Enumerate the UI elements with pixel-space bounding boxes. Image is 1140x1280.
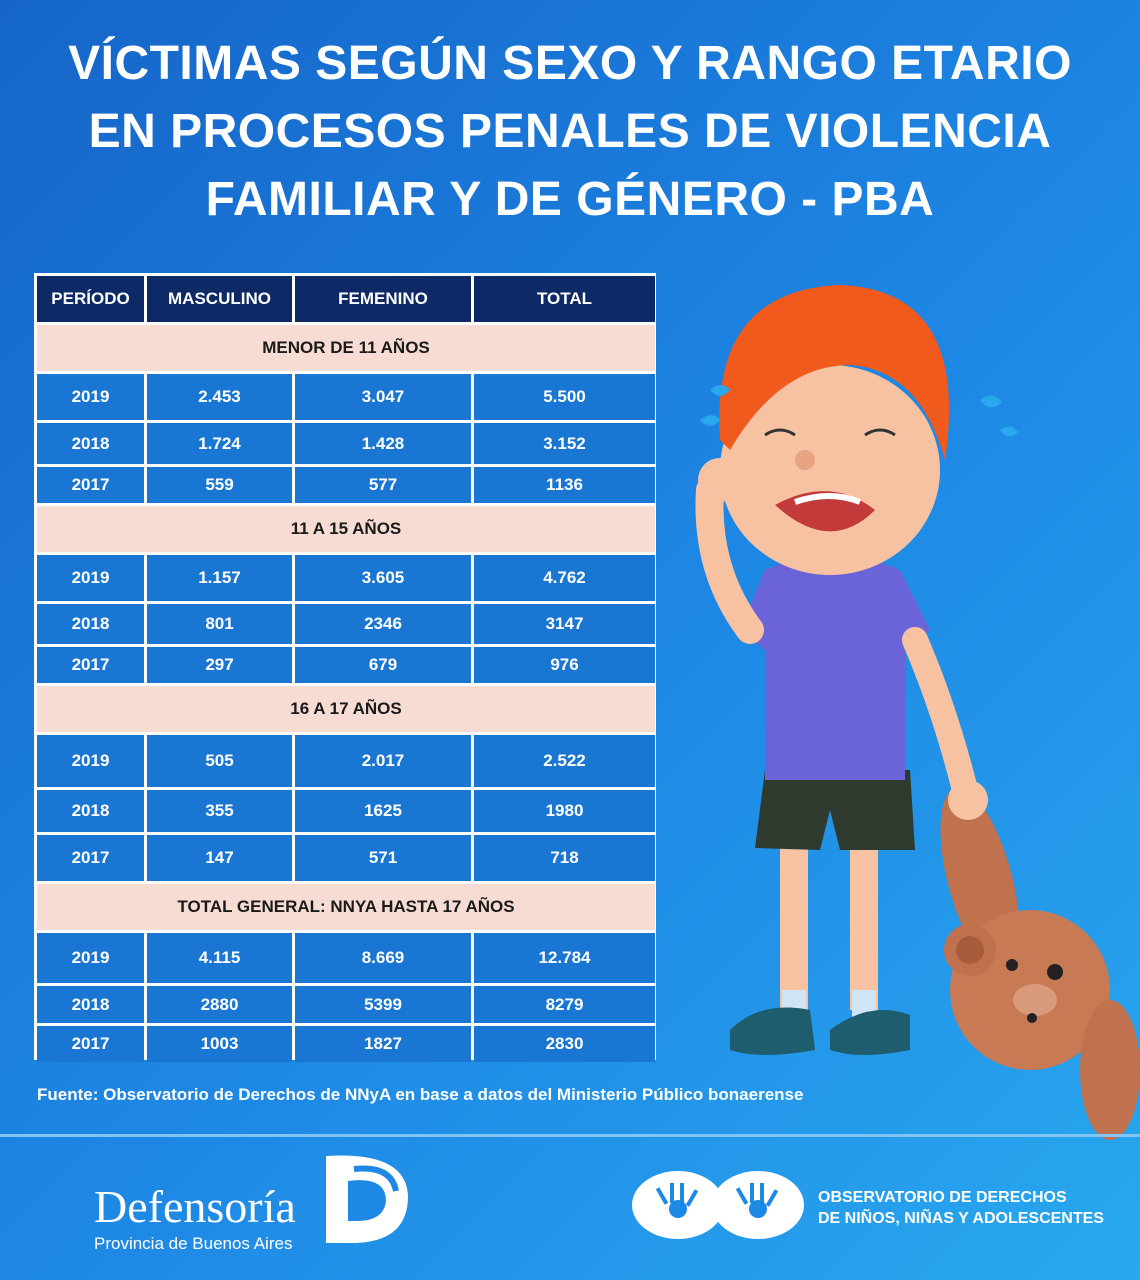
victims-table: PERÍODO MASCULINO FEMENINO TOTAL MENOR D… xyxy=(34,273,658,1065)
cell-periodo: 2018 xyxy=(37,790,144,832)
cell-periodo: 2018 xyxy=(37,423,144,464)
cell-femenino: 679 xyxy=(295,647,471,683)
cell-total: 976 xyxy=(474,647,655,683)
table-row: 2019 505 2.017 2.522 xyxy=(37,735,655,787)
cell-masculino: 2880 xyxy=(147,986,292,1023)
cell-total: 4.762 xyxy=(474,555,655,601)
section-label: MENOR DE 11 AÑOS xyxy=(37,325,655,371)
cell-periodo: 2018 xyxy=(37,986,144,1023)
cell-femenino: 8.669 xyxy=(295,933,471,983)
cell-femenino: 3.605 xyxy=(295,555,471,601)
header-total: TOTAL xyxy=(474,276,655,322)
cell-periodo: 2017 xyxy=(37,835,144,881)
cell-total: 12.784 xyxy=(474,933,655,983)
defensoria-logo-name: Defensoría xyxy=(94,1181,296,1232)
cell-femenino: 1827 xyxy=(295,1026,471,1062)
title-line-2: EN PROCESOS PENALES DE VIOLENCIA xyxy=(88,105,1052,158)
header-femenino: FEMENINO xyxy=(295,276,471,322)
observatorio-line-1: OBSERVATORIO DE DERECHOS xyxy=(818,1189,1067,1206)
cell-periodo: 2019 xyxy=(37,933,144,983)
table-row: 2019 4.115 8.669 12.784 xyxy=(37,933,655,983)
table-body: MENOR DE 11 AÑOS 2019 2.453 3.047 5.500 2018 1… xyxy=(37,325,655,1062)
table-header-row: PERÍODO MASCULINO FEMENINO TOTAL xyxy=(37,276,655,322)
cell-periodo: 2017 xyxy=(37,1026,144,1062)
table-row: 2018 355 1625 1980 xyxy=(37,790,655,832)
cell-masculino: 297 xyxy=(147,647,292,683)
observatorio-logo-icon xyxy=(632,1171,804,1239)
table-row: 2018 1.724 1.428 3.152 xyxy=(37,423,655,464)
header-periodo: PERÍODO xyxy=(37,276,144,322)
cell-masculino: 559 xyxy=(147,467,292,503)
cell-total: 5.500 xyxy=(474,374,655,420)
crying-child-illustration xyxy=(695,285,1140,1140)
cell-masculino: 1.157 xyxy=(147,555,292,601)
defensoria-logo-subtitle: Provincia de Buenos Aires xyxy=(94,1234,293,1253)
table-row: 2018 801 2346 3147 xyxy=(37,604,655,644)
header-masculino: MASCULINO xyxy=(147,276,292,322)
cell-total: 2830 xyxy=(474,1026,655,1062)
cell-femenino: 1.428 xyxy=(295,423,471,464)
teddy-bear-icon xyxy=(940,787,1140,1140)
cell-periodo: 2019 xyxy=(37,555,144,601)
cell-masculino: 2.453 xyxy=(147,374,292,420)
table-row: 2017 559 577 1136 xyxy=(37,467,655,503)
table-row: 2017 1003 1827 2830 xyxy=(37,1026,655,1062)
footer: Defensoría Provincia de Buenos Aires OBS… xyxy=(0,1137,1140,1280)
cell-femenino: 571 xyxy=(295,835,471,881)
cell-periodo: 2018 xyxy=(37,604,144,644)
section-label: 16 A 17 AÑOS xyxy=(37,686,655,732)
cell-total: 718 xyxy=(474,835,655,881)
cell-masculino: 801 xyxy=(147,604,292,644)
section-label: TOTAL GENERAL: NNYA HASTA 17 AÑOS xyxy=(37,884,655,930)
cell-femenino: 1625 xyxy=(295,790,471,832)
cell-periodo: 2017 xyxy=(37,467,144,503)
table-row: 2017 297 679 976 xyxy=(37,647,655,683)
table-row: 2018 2880 5399 8279 xyxy=(37,986,655,1023)
defensoria-mark-icon xyxy=(326,1155,408,1243)
title-line-3: FAMILIAR Y DE GÉNERO - PBA xyxy=(205,173,935,226)
footer-divider xyxy=(0,1134,1140,1137)
cell-femenino: 2346 xyxy=(295,604,471,644)
section-row: 11 A 15 AÑOS xyxy=(37,506,655,552)
cell-femenino: 577 xyxy=(295,467,471,503)
cell-total: 1136 xyxy=(474,467,655,503)
cell-masculino: 1003 xyxy=(147,1026,292,1062)
cell-total: 1980 xyxy=(474,790,655,832)
cell-total: 3.152 xyxy=(474,423,655,464)
cell-femenino: 2.017 xyxy=(295,735,471,787)
cell-total: 2.522 xyxy=(474,735,655,787)
cell-masculino: 1.724 xyxy=(147,423,292,464)
section-row: TOTAL GENERAL: NNYA HASTA 17 AÑOS xyxy=(37,884,655,930)
section-row: 16 A 17 AÑOS xyxy=(37,686,655,732)
cell-periodo: 2017 xyxy=(37,647,144,683)
observatorio-line-2: DE NIÑOS, NIÑAS Y ADOLESCENTES xyxy=(818,1210,1104,1227)
cell-femenino: 5399 xyxy=(295,986,471,1023)
defensoria-logo: Defensoría Provincia de Buenos Aires xyxy=(94,1182,296,1254)
cell-masculino: 147 xyxy=(147,835,292,881)
cell-periodo: 2019 xyxy=(37,735,144,787)
observatorio-text: OBSERVATORIO DE DERECHOS DE NIÑOS, NIÑAS… xyxy=(818,1187,1104,1229)
cell-periodo: 2019 xyxy=(37,374,144,420)
cell-total: 3147 xyxy=(474,604,655,644)
section-label: 11 A 15 AÑOS xyxy=(37,506,655,552)
cell-total: 8279 xyxy=(474,986,655,1023)
cell-femenino: 3.047 xyxy=(295,374,471,420)
cell-masculino: 355 xyxy=(147,790,292,832)
section-row: MENOR DE 11 AÑOS xyxy=(37,325,655,371)
title-line-1: VÍCTIMAS SEGÚN SEXO Y RANGO ETARIO xyxy=(68,37,1072,90)
cell-masculino: 505 xyxy=(147,735,292,787)
source-note: Fuente: Observatorio de Derechos de NNyA… xyxy=(37,1085,804,1104)
table-row: 2019 2.453 3.047 5.500 xyxy=(37,374,655,420)
table-row: 2017 147 571 718 xyxy=(37,835,655,881)
table-row: 2019 1.157 3.605 4.762 xyxy=(37,555,655,601)
data-table-container: PERÍODO MASCULINO FEMENINO TOTAL MENOR D… xyxy=(34,273,656,1062)
cell-masculino: 4.115 xyxy=(147,933,292,983)
tears-icon xyxy=(700,385,1018,437)
page-title: VÍCTIMAS SEGÚN SEXO Y RANGO ETARIO EN PR… xyxy=(0,30,1140,234)
